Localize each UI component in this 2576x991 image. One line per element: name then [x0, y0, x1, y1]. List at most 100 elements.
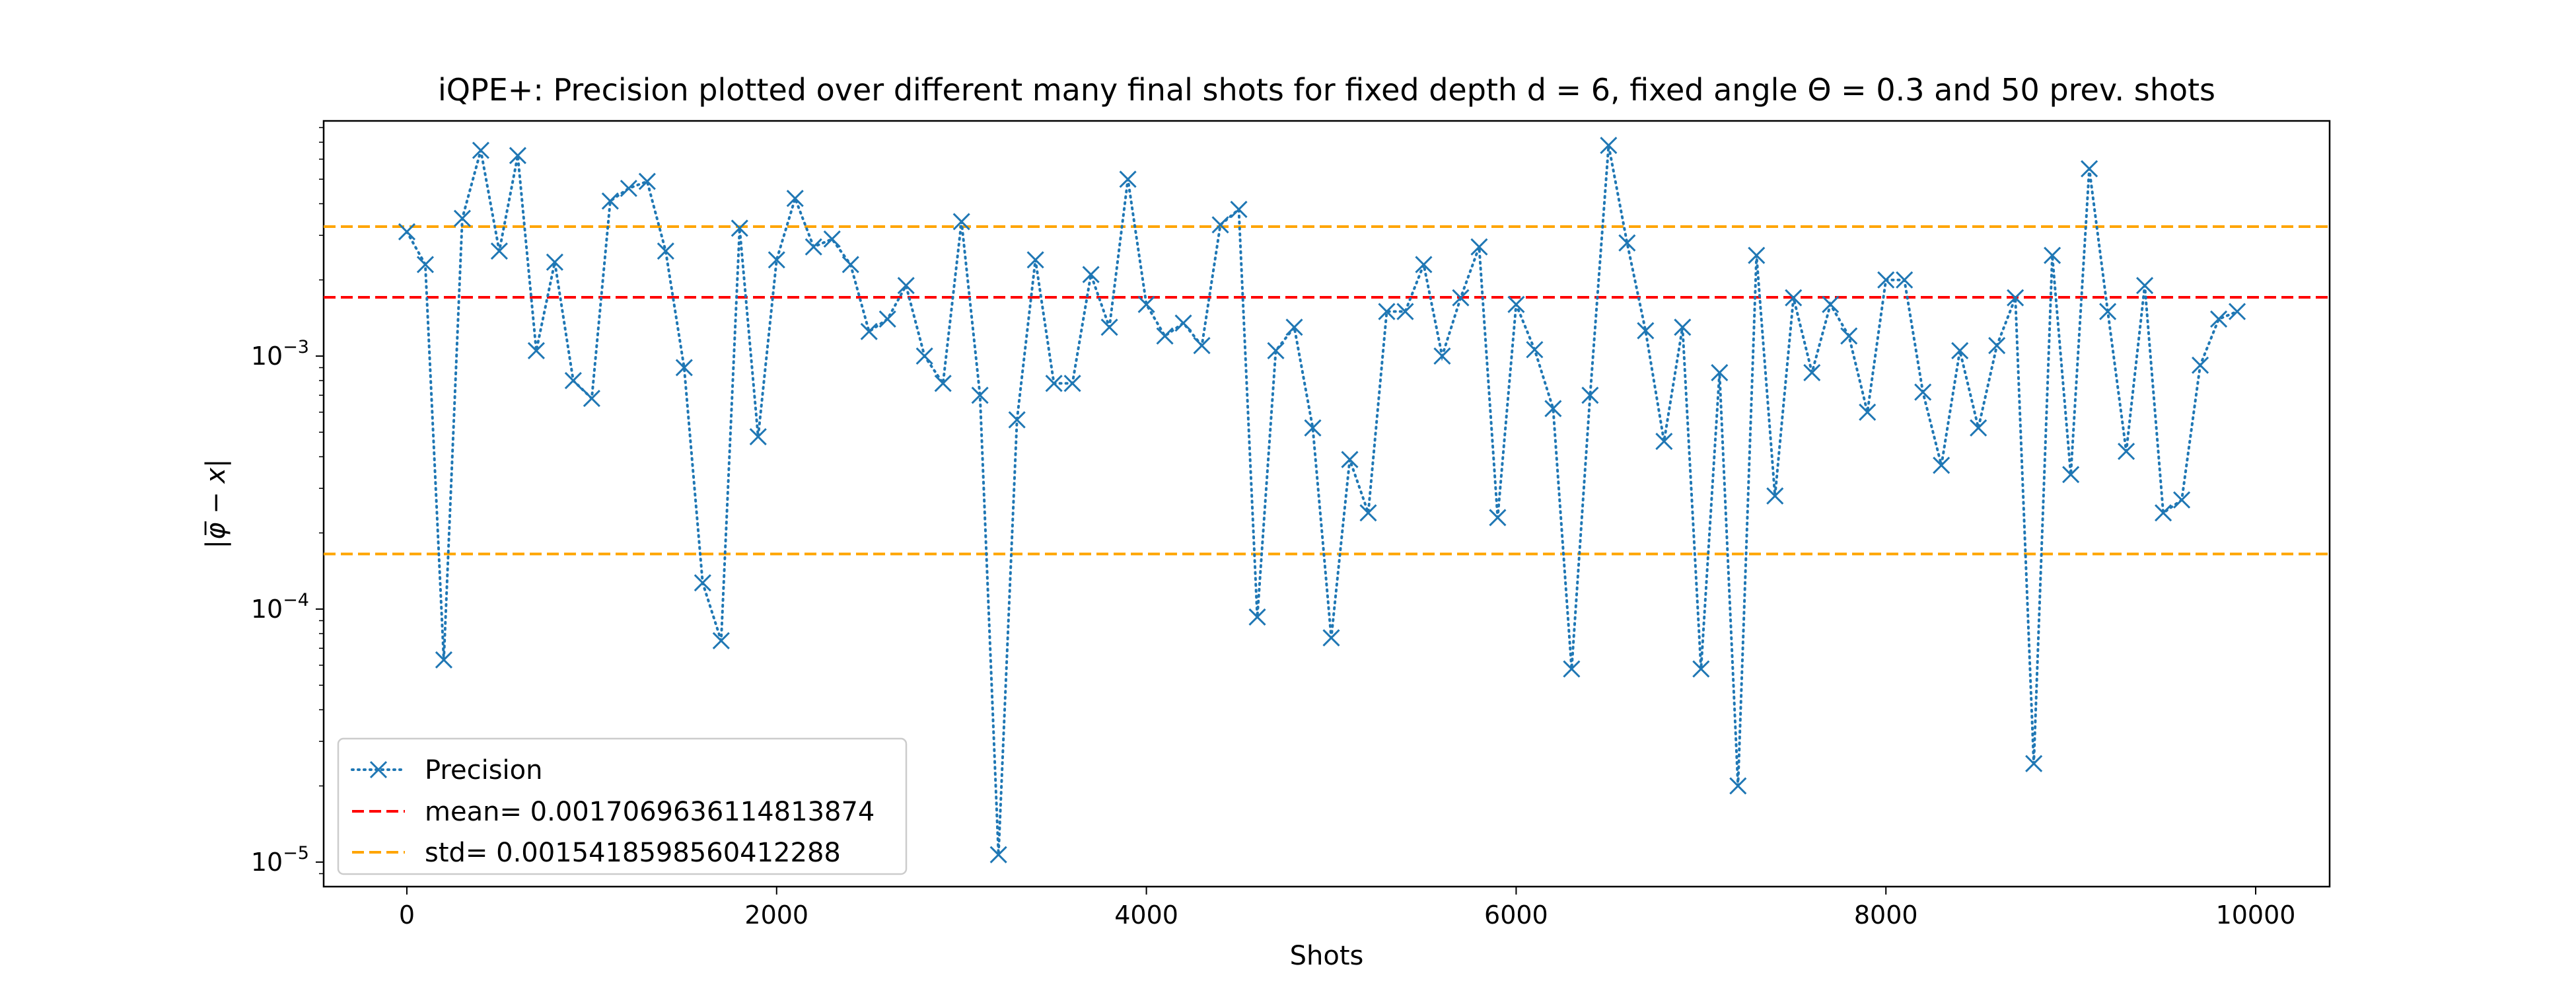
data-point [971, 386, 989, 404]
precision-series [398, 137, 2246, 863]
data-point [2228, 303, 2246, 320]
data-point [1803, 363, 1821, 382]
data-point [1563, 660, 1581, 678]
y-tick-label: 10−4 [251, 590, 309, 624]
x-tick-label: 0 [399, 900, 415, 930]
x-tick-label: 4000 [1114, 900, 1178, 930]
data-point [1452, 289, 1470, 307]
data-point [1526, 341, 1544, 359]
data-point [1211, 216, 1229, 234]
x-tick-label: 6000 [1484, 900, 1548, 930]
data-point [768, 251, 785, 269]
data-point [1618, 234, 1636, 252]
data-point [1193, 337, 1211, 355]
data-point [453, 209, 471, 227]
data-point [435, 651, 453, 669]
data-point [1045, 375, 1063, 392]
data-point [1544, 400, 1562, 418]
legend-marker [369, 760, 388, 779]
data-point [1822, 295, 1840, 313]
data-point [564, 371, 582, 390]
data-point [620, 180, 637, 198]
legend-box [337, 737, 908, 875]
data-point [472, 141, 489, 159]
data-point [989, 846, 1007, 863]
data-point [1322, 629, 1340, 647]
reference-lines [324, 225, 2330, 556]
y-tick-label: 10−3 [251, 337, 309, 371]
data-point [1877, 271, 1895, 289]
data-point [1267, 342, 1285, 359]
data-point [1785, 289, 1803, 307]
data-point [601, 192, 619, 210]
data-point [2044, 246, 2061, 264]
data-point [1988, 337, 2006, 355]
data-point [1951, 342, 1969, 359]
data-point [398, 223, 416, 240]
data-point [1748, 246, 1766, 264]
legend-entry: std= 0.0015418598560412288 [352, 838, 841, 868]
data-point [878, 310, 896, 328]
data-point [416, 256, 435, 274]
data-point [841, 256, 859, 274]
y-axis-label: |φ̅ − x| [201, 459, 231, 549]
data-point [2081, 160, 2098, 178]
data-point [731, 219, 748, 237]
data-point [2173, 491, 2191, 509]
data-point [583, 390, 600, 408]
data-point [952, 213, 970, 231]
data-point [712, 632, 730, 649]
data-point [2062, 466, 2080, 484]
data-point [675, 359, 693, 377]
x-axis: 0 2000 4000 6000 8000 10000 [399, 887, 2295, 930]
data-point [786, 190, 804, 207]
data-point [1600, 137, 1618, 155]
x-axis-label: Shots [1290, 941, 1364, 971]
data-point [546, 253, 563, 271]
data-point [2099, 303, 2117, 320]
data-point [1470, 238, 1488, 256]
data-point [2209, 310, 2228, 328]
data-point [1230, 200, 1248, 218]
data-point [1156, 327, 1174, 345]
data-point [1859, 403, 1877, 421]
data-point [1248, 608, 1266, 626]
data-point [509, 147, 526, 165]
legend-label: Precision [425, 755, 542, 786]
data-point [1840, 327, 1858, 345]
data-point [2007, 289, 2024, 307]
plot-area [322, 120, 2331, 888]
data-point [823, 230, 841, 248]
data-point [1637, 322, 1655, 340]
y-tick-label: 10−5 [251, 843, 309, 877]
data-point [915, 347, 933, 365]
data-point [897, 277, 915, 295]
precision-line [406, 145, 2238, 855]
legend-label: mean= 0.0017069636114813874 [425, 797, 875, 827]
data-point [2118, 443, 2135, 460]
y-axis: 10−5 10−4 10−3 [251, 127, 324, 877]
data-point [1396, 303, 1414, 320]
data-point [1100, 318, 1118, 336]
data-point [1433, 347, 1451, 365]
data-point [1285, 318, 1303, 336]
x-tick-label: 8000 [1854, 900, 1918, 930]
data-point [1378, 303, 1396, 320]
x-tick-label: 2000 [744, 900, 808, 930]
data-point [1674, 318, 1692, 336]
data-point [490, 242, 508, 260]
data-point [749, 427, 767, 446]
data-point [1692, 660, 1710, 678]
data-point [1766, 487, 1784, 505]
data-point [1729, 777, 1747, 795]
data-point [805, 238, 822, 256]
data-point [1008, 411, 1026, 429]
data-point [527, 342, 545, 359]
data-point [1507, 295, 1525, 313]
data-point [1119, 170, 1137, 188]
data-point [694, 574, 711, 592]
data-point [1415, 256, 1433, 274]
data-point [1137, 295, 1155, 313]
data-point [1304, 419, 1322, 437]
